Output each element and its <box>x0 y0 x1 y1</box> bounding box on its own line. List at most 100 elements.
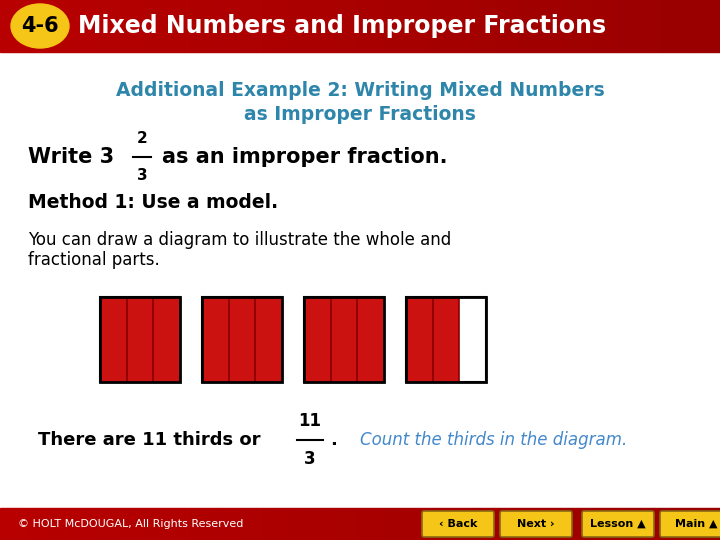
Bar <box>83 508 86 540</box>
Bar <box>655 0 659 52</box>
Bar <box>317 508 320 540</box>
Bar <box>277 508 281 540</box>
Bar <box>371 0 374 52</box>
Bar <box>223 0 227 52</box>
Bar <box>583 508 587 540</box>
Bar <box>29 508 32 540</box>
Bar <box>601 0 605 52</box>
Bar <box>464 508 468 540</box>
Bar <box>360 508 364 540</box>
Bar <box>302 508 306 540</box>
Bar <box>277 0 281 52</box>
Bar <box>515 508 518 540</box>
Bar <box>403 508 407 540</box>
Bar <box>587 508 590 540</box>
Bar <box>457 0 461 52</box>
Bar <box>374 0 378 52</box>
Bar <box>648 508 652 540</box>
Bar <box>306 508 310 540</box>
Text: 3: 3 <box>304 450 316 468</box>
Bar <box>7 508 11 540</box>
Bar <box>220 0 223 52</box>
Bar <box>130 0 133 52</box>
Bar <box>184 0 187 52</box>
Bar <box>25 0 29 52</box>
Text: You can draw a diagram to illustrate the whole and: You can draw a diagram to illustrate the… <box>28 231 451 249</box>
Bar <box>47 508 50 540</box>
Bar <box>292 0 295 52</box>
Bar <box>104 0 108 52</box>
Bar <box>605 0 608 52</box>
Bar <box>493 0 497 52</box>
Bar <box>212 508 216 540</box>
Bar <box>61 0 65 52</box>
Bar <box>619 0 623 52</box>
Bar <box>454 0 457 52</box>
Bar <box>572 0 576 52</box>
Bar <box>698 508 702 540</box>
Bar <box>443 0 446 52</box>
Bar <box>576 508 580 540</box>
Bar <box>673 0 677 52</box>
Text: 4-6: 4-6 <box>21 16 59 36</box>
Bar <box>191 508 194 540</box>
Bar <box>616 0 619 52</box>
Bar <box>169 508 173 540</box>
Bar <box>526 0 529 52</box>
Bar <box>421 508 425 540</box>
Bar <box>554 0 558 52</box>
Bar <box>382 508 385 540</box>
Bar <box>357 297 384 382</box>
Bar <box>472 508 475 540</box>
Bar <box>54 508 58 540</box>
Bar <box>526 508 529 540</box>
Bar <box>234 508 238 540</box>
Bar <box>641 508 644 540</box>
Bar <box>590 0 594 52</box>
Bar <box>320 508 324 540</box>
Bar <box>601 508 605 540</box>
Bar <box>389 0 392 52</box>
Bar <box>634 0 637 52</box>
Bar <box>580 508 583 540</box>
Bar <box>367 508 371 540</box>
Text: .: . <box>330 431 337 449</box>
Text: 2: 2 <box>137 131 148 146</box>
Bar <box>389 508 392 540</box>
Bar <box>155 0 158 52</box>
Bar <box>706 0 709 52</box>
Bar <box>335 0 338 52</box>
Bar <box>702 508 706 540</box>
Bar <box>72 0 76 52</box>
Bar <box>713 508 716 540</box>
Bar <box>241 508 245 540</box>
Bar <box>176 508 180 540</box>
Bar <box>140 0 144 52</box>
Bar <box>18 0 22 52</box>
Bar <box>634 508 637 540</box>
Bar <box>490 508 493 540</box>
Bar <box>263 508 266 540</box>
Bar <box>338 0 342 52</box>
Bar <box>569 0 572 52</box>
Bar <box>406 297 486 382</box>
Bar <box>259 0 263 52</box>
Bar <box>666 508 670 540</box>
Bar <box>184 508 187 540</box>
Bar <box>360 0 364 52</box>
Bar <box>227 0 230 52</box>
Bar <box>97 0 101 52</box>
Bar <box>180 508 184 540</box>
Bar <box>551 508 554 540</box>
Bar <box>342 508 346 540</box>
Bar <box>346 0 349 52</box>
Bar <box>598 508 601 540</box>
Bar <box>202 297 229 382</box>
Bar <box>461 508 464 540</box>
Bar <box>245 0 248 52</box>
Bar <box>518 508 522 540</box>
Bar <box>151 0 155 52</box>
Bar <box>119 0 122 52</box>
Bar <box>76 508 79 540</box>
Bar <box>162 508 166 540</box>
